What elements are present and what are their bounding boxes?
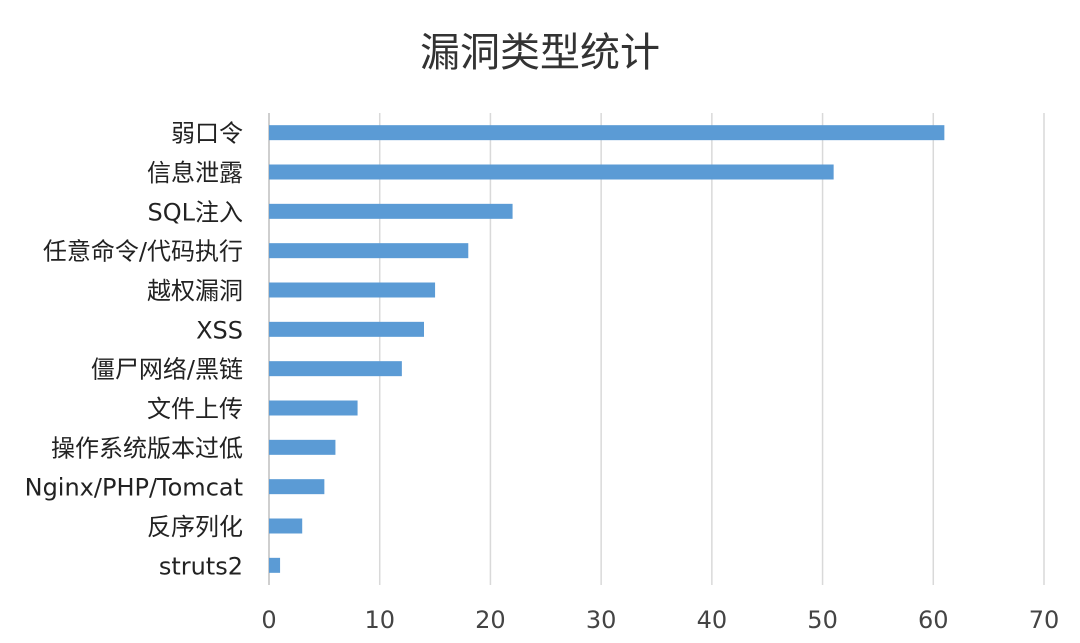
category-label: 操作系统版本过低 <box>51 434 243 462</box>
bar <box>269 125 945 141</box>
bar <box>269 243 469 259</box>
bar <box>269 282 436 298</box>
bar <box>269 439 336 455</box>
x-tick-label: 50 <box>807 606 838 634</box>
bar <box>269 203 513 219</box>
x-tick-label: 10 <box>364 606 395 634</box>
x-tick-label: 30 <box>586 606 617 634</box>
bar <box>269 361 402 377</box>
x-tick-label: 0 <box>261 606 276 634</box>
category-label: 反序列化 <box>147 513 243 541</box>
bar <box>269 518 303 534</box>
x-tick-label: 70 <box>1029 606 1060 634</box>
category-label: SQL注入 <box>148 198 244 226</box>
bar <box>269 164 834 180</box>
category-label: 文件上传 <box>147 395 243 423</box>
category-label: 任意命令/代码执行 <box>43 238 243 266</box>
bar <box>269 400 358 416</box>
category-label: 僵尸网络/黑链 <box>91 356 243 384</box>
bar <box>269 479 325 495</box>
x-tick-label: 60 <box>918 606 949 634</box>
category-label: 越权漏洞 <box>147 277 243 305</box>
category-label: 信息泄露 <box>147 159 243 187</box>
category-label: Nginx/PHP/Tomcat <box>25 474 243 502</box>
bar <box>269 557 281 573</box>
x-tick-label: 40 <box>697 606 728 634</box>
x-tick-label: 20 <box>475 606 506 634</box>
category-label: XSS <box>196 316 243 344</box>
category-label: struts2 <box>159 552 243 580</box>
bar <box>269 321 424 337</box>
category-label: 弱口令 <box>171 120 243 148</box>
chart-title: 漏洞类型统计 <box>420 30 660 76</box>
